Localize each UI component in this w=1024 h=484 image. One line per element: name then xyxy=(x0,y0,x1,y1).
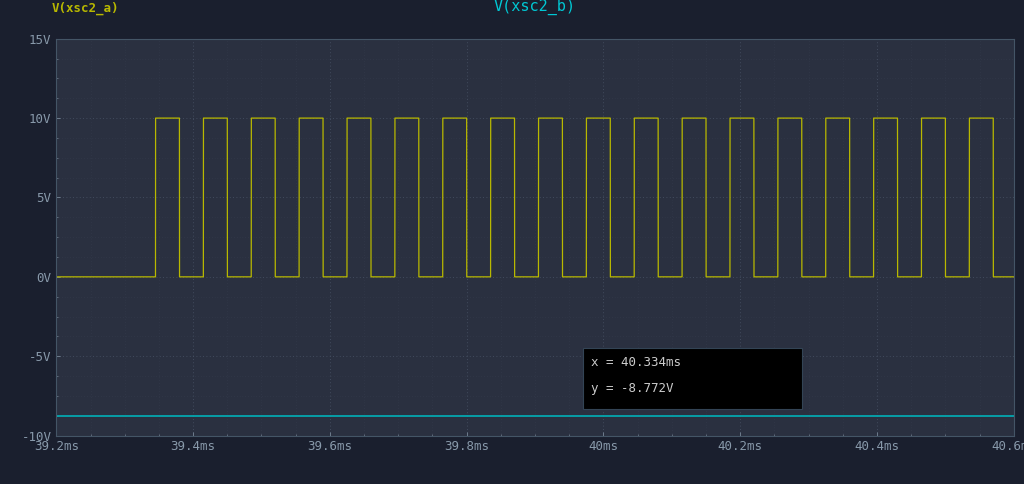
FancyBboxPatch shape xyxy=(583,348,802,408)
Text: x = 40.334ms: x = 40.334ms xyxy=(591,356,681,369)
Text: V(xsc2_b): V(xsc2_b) xyxy=(494,0,577,15)
Text: y = -8.772V: y = -8.772V xyxy=(591,381,674,394)
Text: V(xsc2_a): V(xsc2_a) xyxy=(51,1,119,15)
